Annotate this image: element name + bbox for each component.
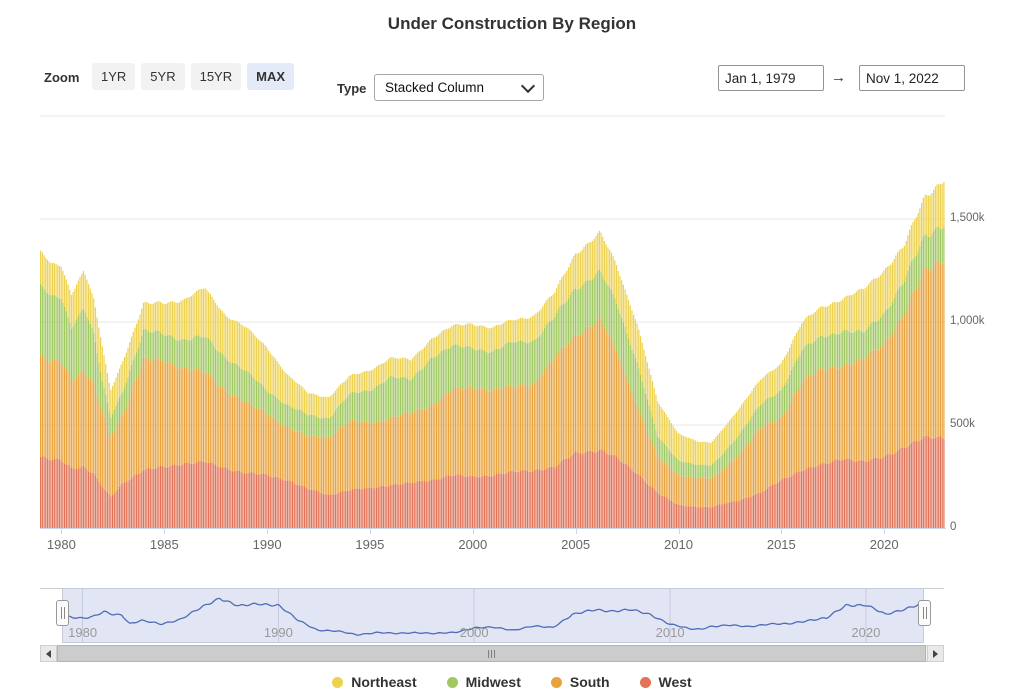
scrollbar-thumb[interactable] (57, 645, 926, 662)
x-axis-tick (61, 528, 63, 534)
zoom-button-15yr[interactable]: 15YR (190, 63, 242, 90)
x-axis-tick-label: 2020 (869, 537, 899, 552)
navigator-tick-label: 1980 (68, 625, 98, 640)
navigator-tick-label: 1990 (263, 625, 293, 640)
x-axis-line (40, 528, 946, 529)
x-axis-tick-label: 2005 (561, 537, 591, 552)
x-axis-tick (164, 528, 166, 534)
x-axis-tick (781, 528, 783, 534)
x-axis-tick (472, 528, 474, 534)
legend-label: West (658, 674, 692, 690)
zoom-button-5yr[interactable]: 5YR (141, 63, 185, 90)
date-to-input[interactable]: Nov 1, 2022 (859, 65, 965, 91)
x-axis-tick (678, 528, 680, 534)
legend-item-west[interactable]: West (639, 674, 692, 690)
chevron-down-icon (520, 78, 536, 93)
navigator[interactable]: 1980 1990 2000 2010 2020 (62, 588, 924, 643)
page-title: Under Construction By Region (387, 14, 637, 33)
navigator-tick-label: 2020 (851, 625, 881, 640)
chart-type-value: Stacked Column (385, 80, 485, 95)
x-axis-tick-label: 2015 (766, 537, 796, 552)
zoom-button-max[interactable]: MAX (247, 63, 295, 90)
chart-type-select[interactable]: Stacked Column (374, 74, 544, 101)
stacked-column-plot[interactable] (40, 110, 945, 528)
x-axis-tick (884, 528, 886, 534)
y-axis-tick-label: 0 (950, 521, 957, 533)
zoom-button-1yr[interactable]: 1YR (92, 63, 136, 90)
x-axis-tick-label: 2010 (664, 537, 693, 552)
y-axis-tick-label: 500k (950, 418, 975, 430)
x-axis-tick-label: 1980 (46, 537, 76, 552)
legend-label: South (569, 674, 610, 690)
x-axis-tick-label: 2000 (458, 537, 488, 552)
x-axis-tick-label: 1995 (355, 537, 385, 552)
zoom-label: Zoom (44, 70, 80, 85)
type-label: Type (337, 81, 367, 96)
legend-item-northeast[interactable]: Northeast (332, 674, 417, 690)
x-axis-tick (267, 528, 269, 534)
zoom-button-group: 1YR 5YR 15YR MAX (92, 63, 295, 90)
legend-item-midwest[interactable]: Midwest (446, 674, 521, 690)
x-axis-tick (575, 528, 577, 534)
legend-dot-icon (550, 676, 562, 688)
scrollbar-right-arrow-icon[interactable] (927, 645, 944, 662)
y-axis-tick-label: 1,500k (950, 212, 985, 224)
navigator-tick-label: 2010 (655, 625, 685, 640)
scrollbar-left-arrow-icon[interactable] (40, 645, 57, 662)
x-axis-tick-label: 1990 (252, 537, 282, 552)
navigator-frame-left (40, 588, 62, 589)
arrow-right-icon: → (831, 69, 846, 86)
navigator-tick-label: 2000 (459, 625, 489, 640)
legend-dot-icon (332, 676, 344, 688)
legend-label: Midwest (465, 674, 521, 690)
navigator-frame-right (924, 588, 944, 589)
legend-item-south[interactable]: South (550, 674, 610, 690)
legend: Northeast Midwest South West (0, 674, 1024, 690)
legend-label: Northeast (351, 674, 417, 690)
x-axis-tick (369, 528, 371, 534)
navigator-right-handle-icon[interactable] (918, 600, 931, 626)
legend-dot-icon (639, 676, 651, 688)
x-axis-tick-label: 1985 (149, 537, 179, 552)
navigator-left-handle-icon[interactable] (56, 600, 69, 626)
legend-dot-icon (446, 676, 458, 688)
navigator-line-chart (62, 589, 923, 642)
date-from-input[interactable]: Jan 1, 1979 (718, 65, 824, 91)
y-axis-tick-label: 1,000k (950, 315, 985, 327)
